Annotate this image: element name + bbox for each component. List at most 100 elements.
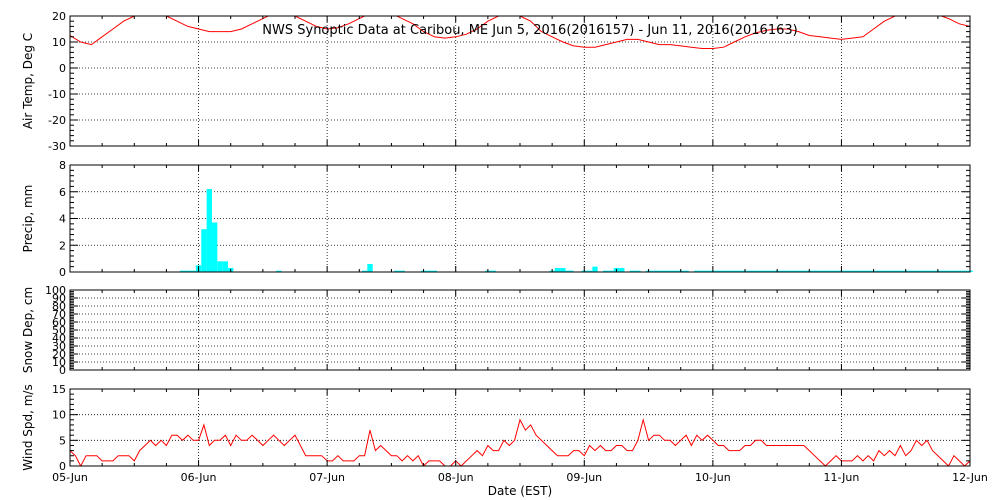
precip-bar bbox=[758, 270, 764, 272]
precip-bar bbox=[667, 270, 673, 272]
precip-bar bbox=[565, 270, 571, 272]
precip-bar bbox=[619, 267, 625, 272]
x-tick-label: 06-Jun bbox=[181, 471, 217, 484]
snow-depth-ytick-label: 70 bbox=[52, 308, 66, 321]
snow-depth-ytick-label: 20 bbox=[52, 348, 66, 361]
x-tick-label: 09-Jun bbox=[566, 471, 602, 484]
precip-bar bbox=[603, 270, 609, 272]
precip-bar bbox=[726, 270, 732, 272]
precip-bar bbox=[785, 270, 791, 272]
precip-bar bbox=[790, 270, 796, 272]
precip-bar bbox=[956, 270, 962, 272]
precip-bar bbox=[876, 270, 882, 272]
precip-bar bbox=[683, 270, 689, 272]
precip-bar bbox=[865, 270, 871, 272]
x-tick-label: 12-Jun bbox=[952, 471, 988, 484]
precip-bar bbox=[635, 270, 641, 272]
precip-bar bbox=[961, 270, 968, 272]
precip-bar bbox=[886, 270, 893, 272]
precip-ylabel: Precip, mm bbox=[21, 185, 35, 253]
precip-bar bbox=[892, 270, 898, 272]
precip-bar bbox=[753, 270, 759, 272]
precip-bar bbox=[715, 270, 721, 272]
precip-bar bbox=[394, 270, 400, 272]
precip-bar bbox=[206, 189, 212, 272]
precip-bar bbox=[945, 270, 952, 272]
air-temp-ytick-label: 0 bbox=[59, 62, 66, 75]
precip-bar bbox=[661, 270, 668, 272]
precip-bar bbox=[211, 222, 218, 272]
wind-speed-ylabel: Wind Spd, m/s bbox=[21, 384, 35, 470]
air-temp-ylabel: Air Temp, Deg C bbox=[21, 33, 35, 129]
air-temp-ytick-label: 10 bbox=[52, 36, 66, 49]
precip-bar bbox=[568, 270, 574, 272]
precip-ytick-label: 4 bbox=[59, 213, 66, 226]
precip-ytick-label: 0 bbox=[59, 266, 66, 279]
precip-bar bbox=[431, 270, 437, 272]
precip-bar bbox=[919, 270, 925, 272]
precip-ytick-label: 6 bbox=[59, 186, 66, 199]
air-temp-ytick-label: -10 bbox=[48, 88, 66, 101]
precip-bar bbox=[672, 270, 679, 272]
wind-speed-ytick-label: 5 bbox=[59, 434, 66, 447]
precip-bar bbox=[860, 270, 866, 272]
precip-bar bbox=[736, 270, 743, 272]
precip-bar bbox=[828, 270, 834, 272]
wind-speed-series-line bbox=[70, 417, 970, 466]
precip-ytick-label: 2 bbox=[59, 239, 66, 252]
x-tick-label: 07-Jun bbox=[309, 471, 345, 484]
precip-bar bbox=[924, 270, 930, 272]
snow-depth-ylabel: Snow Dep, cm bbox=[21, 287, 35, 373]
precip-bar bbox=[822, 270, 829, 272]
precip-bar bbox=[367, 263, 373, 272]
precip-bar bbox=[811, 270, 818, 272]
wind-speed-ytick-label: 0 bbox=[59, 460, 66, 473]
chart-title: NWS Synoptic Data at Caribou, ME Jun 5, … bbox=[262, 23, 797, 38]
precip-bar bbox=[201, 229, 207, 272]
air-temp-ytick-label: 20 bbox=[52, 10, 66, 23]
precip-bar bbox=[399, 270, 405, 272]
precip-bar bbox=[185, 270, 191, 272]
precip-bar bbox=[913, 270, 920, 272]
precip-bar bbox=[608, 270, 614, 272]
precip-bar bbox=[897, 270, 904, 272]
precip-bar bbox=[222, 261, 229, 272]
precip-bar bbox=[854, 270, 861, 272]
precip-bar bbox=[779, 270, 786, 272]
precip-bar bbox=[656, 270, 662, 272]
precip-bar bbox=[699, 270, 705, 272]
snow-depth-ytick-label: 90 bbox=[52, 292, 66, 305]
precip-bar bbox=[881, 270, 887, 272]
precip-bar bbox=[629, 270, 636, 272]
x-tick-label: 05-Jun bbox=[52, 471, 88, 484]
precip-bar bbox=[929, 270, 936, 272]
snow-depth-ytick-label: 100 bbox=[45, 284, 66, 297]
precip-bar bbox=[560, 267, 566, 272]
precip-bar bbox=[795, 270, 802, 272]
snow-depth-ytick-label: 40 bbox=[52, 332, 66, 345]
precip-bar bbox=[731, 270, 737, 272]
wind-speed-ytick-label: 10 bbox=[52, 409, 66, 422]
precip-bar bbox=[817, 270, 823, 272]
precip-bar bbox=[276, 270, 282, 272]
precip-bar bbox=[951, 270, 957, 272]
x-tick-label: 10-Jun bbox=[695, 471, 731, 484]
precip-bar bbox=[763, 270, 770, 272]
precip-bar bbox=[844, 270, 850, 272]
precip-bar bbox=[586, 270, 593, 272]
snow-depth-ytick-label: 0 bbox=[59, 364, 66, 377]
precip-bar bbox=[747, 270, 754, 272]
precip-bar bbox=[426, 270, 432, 272]
precip-bar bbox=[651, 270, 657, 272]
precip-bar bbox=[720, 270, 727, 272]
snow-depth-ytick-label: 60 bbox=[52, 316, 66, 329]
precip-bar bbox=[361, 270, 368, 272]
precip-bar bbox=[849, 270, 855, 272]
precip-bar bbox=[190, 270, 196, 272]
air-temp-ytick-label: -20 bbox=[48, 114, 66, 127]
x-tick-label: 08-Jun bbox=[438, 471, 474, 484]
precip-bar bbox=[908, 270, 914, 272]
precip-bar bbox=[490, 270, 496, 272]
precip-bar bbox=[694, 270, 700, 272]
